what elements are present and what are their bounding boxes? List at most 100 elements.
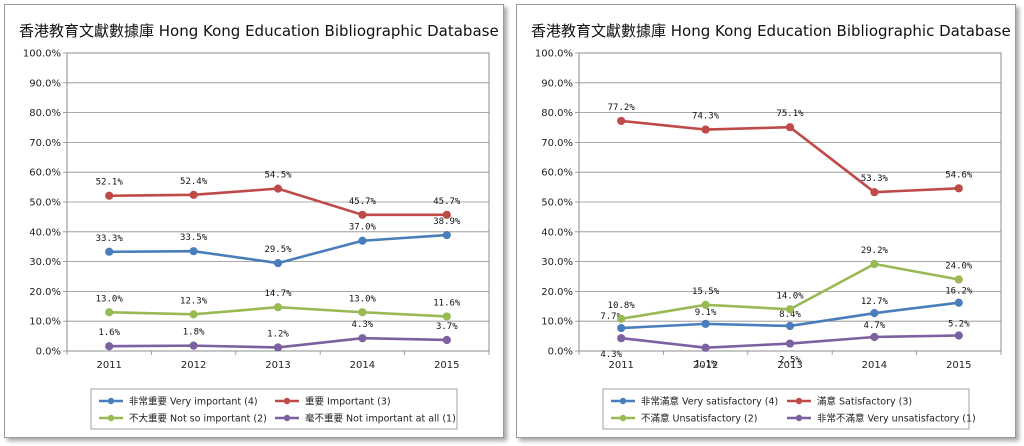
data-label: 54.5% <box>264 171 292 181</box>
data-point <box>105 247 114 256</box>
y-tick-label: 40.0% <box>541 227 573 238</box>
y-tick-label: 10.0% <box>541 317 573 328</box>
data-label: 16.2% <box>945 287 973 297</box>
data-label: 1.8% <box>183 328 205 338</box>
x-tick-label: 2015 <box>434 360 459 371</box>
y-tick-label: 90.0% <box>29 78 61 89</box>
y-tick-label: 50.0% <box>541 198 573 209</box>
data-point <box>617 116 626 126</box>
data-label: 1.6% <box>98 328 120 338</box>
y-tick-label: 90.0% <box>541 78 573 89</box>
x-tick-label: 2013 <box>777 360 802 371</box>
data-point <box>701 125 710 134</box>
legend-entry: 非常滿意 Very satisfactory (4) <box>641 396 778 408</box>
data-label: 4.7% <box>864 321 886 331</box>
data-point <box>442 210 451 219</box>
x-tick-label: 2014 <box>350 360 375 371</box>
data-point <box>701 319 710 328</box>
data-label: 13.0% <box>96 294 124 304</box>
legend-marker <box>795 414 803 422</box>
legend-box <box>90 388 458 430</box>
x-tick-label: 2011 <box>608 360 633 371</box>
legend-entry: 不滿意 Unsatisfactory (2) <box>641 413 758 425</box>
data-point <box>785 339 795 348</box>
data-point <box>617 323 626 333</box>
data-point <box>358 210 367 219</box>
data-label: 15.5% <box>692 287 720 297</box>
line-chart-right: 香港教育文獻數據庫 Hong Kong Education Bibliograp… <box>531 22 1011 430</box>
chart-panel-left: 香港教育文獻數據庫 Hong Kong Education Bibliograp… <box>4 4 504 438</box>
data-label: 29.5% <box>264 245 292 255</box>
chart-panel-right: 香港教育文獻數據庫 Hong Kong Education Bibliograp… <box>516 4 1016 438</box>
data-label: 37.0% <box>349 223 377 233</box>
data-label: 12.3% <box>180 296 208 306</box>
data-point <box>105 308 114 317</box>
data-label: 14.0% <box>776 291 804 301</box>
y-tick-label: 60.0% <box>29 168 61 179</box>
legend-marker <box>283 414 291 422</box>
data-point <box>701 343 710 352</box>
data-label: 1.2% <box>267 329 289 339</box>
legend-entry: 滿意 Satisfactory (3) <box>817 396 912 408</box>
legend-entry: 非常不滿意 Very unsatisfactory (1) <box>817 413 976 425</box>
data-point <box>273 343 283 352</box>
y-tick-label: 70.0% <box>541 138 573 149</box>
data-point <box>785 321 795 331</box>
legend-marker <box>107 414 115 422</box>
data-point <box>870 188 879 197</box>
data-point <box>442 312 451 321</box>
data-label: 75.1% <box>776 109 804 119</box>
data-label: 1.1% <box>695 360 717 370</box>
y-tick-label: 100.0% <box>23 49 61 60</box>
data-point <box>785 305 795 314</box>
data-point <box>105 191 114 200</box>
data-point <box>189 341 198 350</box>
data-label: 74.3% <box>692 112 720 122</box>
x-tick-label: 2014 <box>862 360 887 371</box>
data-label: 45.7% <box>349 197 377 207</box>
y-tick-label: 30.0% <box>541 257 573 268</box>
data-point <box>358 308 367 317</box>
data-point <box>442 230 451 240</box>
data-point <box>954 184 963 193</box>
y-tick-label: 50.0% <box>29 198 61 209</box>
x-tick-label: 2013 <box>265 360 290 371</box>
data-label: 38.9% <box>433 217 461 227</box>
data-label: 52.1% <box>96 178 124 188</box>
y-tick-label: 20.0% <box>29 287 61 298</box>
data-label: 29.2% <box>861 246 889 256</box>
x-tick-label: 2012 <box>181 360 206 371</box>
data-point <box>785 123 795 132</box>
data-label: 33.3% <box>96 234 124 244</box>
legend-marker <box>619 414 627 422</box>
data-label: 53.3% <box>861 174 889 184</box>
data-point <box>617 334 626 343</box>
data-point <box>442 335 451 345</box>
data-point <box>701 300 710 309</box>
data-point <box>105 342 114 351</box>
legend-marker <box>283 397 291 405</box>
y-tick-label: 40.0% <box>29 227 61 238</box>
y-tick-label: 80.0% <box>29 108 61 119</box>
line-chart-left: 香港教育文獻數據庫 Hong Kong Education Bibliograp… <box>19 22 499 430</box>
legend-marker <box>795 397 803 405</box>
y-tick-label: 70.0% <box>29 138 61 149</box>
data-label: 4.3% <box>600 350 622 360</box>
data-label: 13.0% <box>349 294 377 304</box>
data-label: 45.7% <box>433 197 461 207</box>
data-label: 52.4% <box>180 177 208 187</box>
y-tick-label: 0.0% <box>548 347 573 358</box>
data-point <box>617 314 626 323</box>
data-point <box>273 184 283 193</box>
data-point <box>870 332 879 342</box>
data-label: 3.7% <box>436 322 458 332</box>
y-tick-label: 10.0% <box>29 317 61 328</box>
data-label: 11.6% <box>433 298 461 308</box>
chart-title: 香港教育文獻數據庫 Hong Kong Education Bibliograp… <box>531 22 1011 40</box>
data-point <box>954 331 963 340</box>
data-point <box>358 236 367 245</box>
legend-box <box>602 388 970 430</box>
data-label: 9.1% <box>695 308 717 318</box>
data-label: 8.4% <box>779 310 801 320</box>
legend-marker <box>619 397 627 405</box>
